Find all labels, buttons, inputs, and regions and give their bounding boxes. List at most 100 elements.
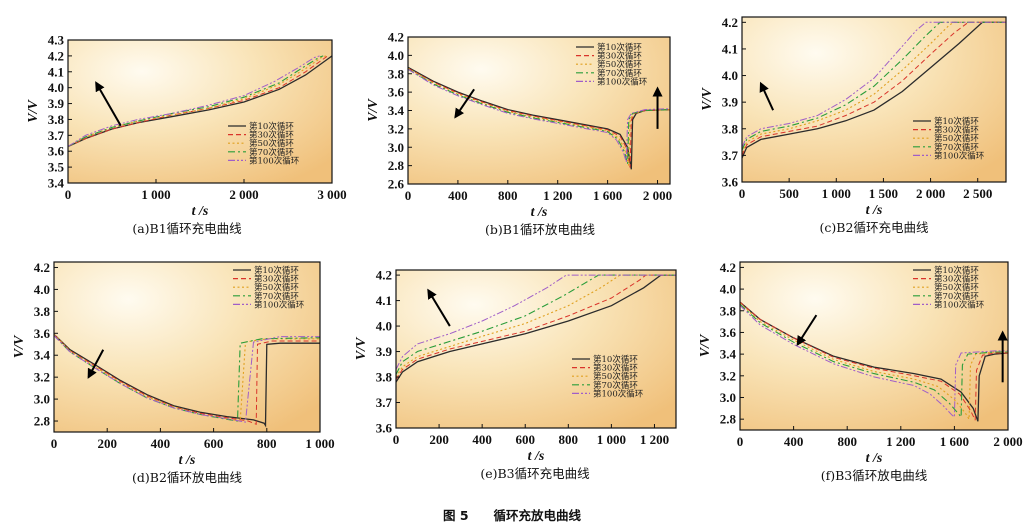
y-tick-label: 2.8 — [720, 412, 737, 427]
legend-entry: 第50次循环 — [254, 282, 299, 293]
legend-entry: 第10次循环 — [597, 42, 642, 53]
x-tick-label: 1 600 — [940, 434, 969, 449]
panel-c: 0 500 1 000 1 500 2 000 2 500 3.6 3.7 3.8 3.9 4.0 4… — [700, 15, 1007, 235]
x-axis-label: t /s — [528, 449, 545, 464]
y-tick-label: 3.0 — [388, 140, 404, 155]
x-tick-label: 500 — [779, 186, 799, 201]
y-tick-label: 4.1 — [48, 64, 64, 79]
x-tick-label: 0 — [51, 436, 58, 451]
legend-entry: 第100次循环 — [597, 76, 648, 87]
x-axis-label: t /s — [531, 205, 548, 220]
panel-a: 0 1 000 2 000 3 000 3.43.53.63.73.83.94.04.1… — [26, 33, 347, 237]
legend-entry: 第50次循环 — [249, 138, 294, 149]
plot-area — [740, 262, 1008, 430]
y-axis-label: V/V — [698, 333, 713, 357]
x-tick-label: 200 — [97, 436, 117, 451]
plot-area — [742, 17, 1006, 182]
legend-entry: 第100次循环 — [934, 299, 985, 310]
series-line-b-5 — [408, 68, 670, 163]
y-tick-label: 3.8 — [34, 304, 51, 319]
x-tick-label: 800 — [559, 432, 579, 447]
series-line-d-5 — [54, 335, 320, 423]
x-tick-label: 1 600 — [593, 188, 622, 203]
y-tick-label: 3.4 — [720, 347, 737, 362]
trend-arrow — [427, 288, 451, 327]
y-tick-label: 3.6 — [722, 175, 739, 190]
plot-area — [54, 262, 320, 432]
legend-entry: 第30次循环 — [934, 274, 979, 285]
y-tick-label: 3.0 — [34, 392, 50, 407]
subplot-caption: (c)B2循环充电曲线 — [820, 220, 929, 235]
y-tick-label: 3.8 — [720, 303, 737, 318]
legend-entry: 第30次循环 — [593, 363, 638, 374]
x-tick-label: 400 — [784, 434, 804, 449]
plot-frame — [395, 269, 677, 429]
figure-caption: 图 5 循环充放电曲线 — [443, 508, 582, 523]
x-tick-label: 400 — [472, 432, 492, 447]
subplot-caption: (e)B3循环充电曲线 — [480, 466, 590, 481]
y-tick-label: 4.1 — [722, 41, 738, 56]
y-tick-label: 3.6 — [720, 325, 737, 340]
y-tick-label: 3.9 — [376, 344, 393, 359]
subplot-caption: (d)B2循环放电曲线 — [132, 470, 242, 485]
x-tick-label: 200 — [429, 432, 449, 447]
legend-entry: 第30次循环 — [934, 125, 979, 136]
y-tick-label: 3.8 — [376, 370, 393, 385]
y-tick-label: 3.6 — [48, 144, 65, 159]
y-tick-label: 3.7 — [48, 128, 65, 143]
series-line-e-4 — [396, 274, 676, 375]
legend-entry: 第70次循环 — [934, 291, 979, 302]
subplot-caption: (f)B3循环放电曲线 — [821, 468, 928, 483]
legend-entry: 第70次循环 — [934, 142, 979, 153]
x-tick-label: 2 000 — [229, 187, 258, 202]
y-tick-label: 3.0 — [720, 390, 736, 405]
legend-entry: 第70次循环 — [593, 380, 638, 391]
series-line-e-2 — [396, 274, 676, 380]
x-tick-label: 0 — [65, 187, 72, 202]
x-tick-label: 3 000 — [317, 187, 346, 202]
x-tick-label: 800 — [257, 436, 277, 451]
y-tick-label: 3.2 — [720, 368, 736, 383]
x-tick-label: 400 — [151, 436, 171, 451]
x-axis-label: t /s — [866, 451, 883, 466]
trend-arrow — [759, 81, 775, 111]
y-tick-label: 2.8 — [388, 158, 405, 173]
x-tick-label: 1 200 — [886, 434, 915, 449]
y-axis-label: V/V — [366, 98, 381, 122]
legend-entry: 第30次循环 — [249, 130, 294, 141]
series-line-b-4 — [408, 68, 670, 164]
x-tick-label: 1 000 — [597, 432, 626, 447]
x-tick-label: 1 200 — [543, 188, 572, 203]
panel-d: 0 200 400 600 800 1 000 2.8 3.0 3.2 3.4 3.6 3.8 4.0 4… — [12, 260, 335, 485]
panel-f: 0 400 800 1 200 1 600 2 000 2.8 3.0 3.2 3.4 3.6 3.8… — [698, 260, 1023, 483]
y-tick-label: 4.1 — [376, 293, 392, 308]
x-axis-label: t /s — [179, 453, 196, 468]
x-tick-label: 800 — [498, 188, 518, 203]
y-axis-label: V/V — [700, 87, 715, 111]
panel-e: 0 200 400 600 800 1 000 1 200 3.6 3.7 3.8 3.9 4.0 4.… — [354, 268, 677, 481]
legend-entry: 第100次循环 — [249, 155, 300, 166]
y-tick-label: 3.6 — [34, 326, 51, 341]
legend-entry: 第10次循环 — [934, 116, 979, 127]
panel-b: 0 400 800 1 200 1 600 2 000 2.6 2.8 3.0 3.2 3.4 3.6… — [366, 30, 672, 238]
y-tick-label: 3.6 — [388, 85, 405, 100]
y-tick-label: 3.2 — [34, 370, 50, 385]
x-tick-label: 1 500 — [869, 186, 898, 201]
y-tick-label: 3.4 — [388, 103, 405, 118]
series-line-a-1 — [68, 55, 332, 148]
plot-frame — [53, 261, 321, 433]
y-tick-label: 2.8 — [34, 414, 51, 429]
series-line-c-3 — [742, 21, 1006, 153]
subplot-caption: (b)B1循环放电曲线 — [485, 222, 595, 237]
x-tick-label: 400 — [448, 188, 468, 203]
y-tick-label: 4.2 — [722, 15, 738, 30]
series-line-d-1 — [54, 333, 320, 428]
y-tick-label: 3.8 — [48, 112, 65, 127]
y-tick-label: 3.9 — [48, 96, 65, 111]
x-tick-label: 2 000 — [643, 188, 672, 203]
y-tick-label: 4.0 — [720, 282, 736, 297]
trend-arrow — [454, 88, 475, 119]
plot-frame — [741, 16, 1007, 183]
series-line-e-5 — [396, 274, 676, 370]
